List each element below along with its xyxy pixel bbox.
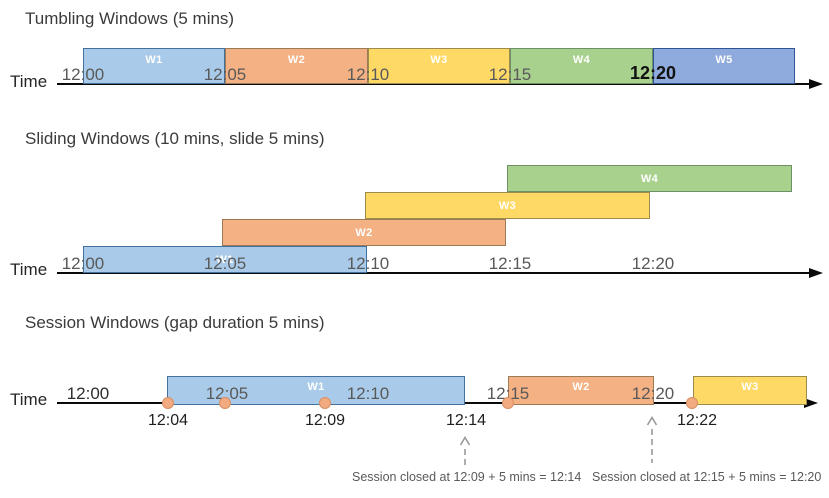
event-dot-12-05 xyxy=(219,397,231,409)
event-label-12-14: 12:14 xyxy=(445,412,487,429)
tick-12-10: 12:10 xyxy=(346,254,390,273)
tick-12-05: 12:05 xyxy=(203,254,247,273)
sliding-window-w4: W4 xyxy=(507,165,792,192)
tumbling-window-w2: W2 xyxy=(225,48,368,84)
tick-12-00: 12:00 xyxy=(61,254,105,273)
tick-12-05: 12:05 xyxy=(205,384,249,403)
session-closed-annotation-2: Session closed at 12:15 + 5 mins = 12:20 xyxy=(592,470,822,484)
tick-12-15: 12:15 xyxy=(488,254,532,273)
window-label: W4 xyxy=(572,54,591,66)
window-label: W2 xyxy=(287,54,306,66)
tumbling-window-w4: W4 xyxy=(510,48,653,84)
window-label: W2 xyxy=(355,226,373,239)
window-label: W2 xyxy=(572,381,590,393)
tick-12-20: 12:20 xyxy=(631,384,675,403)
tick-12-15: 12:15 xyxy=(486,384,530,403)
window-label: W4 xyxy=(640,172,659,185)
window-label: W5 xyxy=(715,54,733,66)
session-window-w1: W1 xyxy=(167,376,465,405)
window-label: W1 xyxy=(307,381,325,393)
section-title-tumbling: Tumbling Windows (5 mins) xyxy=(25,9,235,28)
tumbling-window-w5: W5 xyxy=(653,48,795,84)
tick-12-10: 12:10 xyxy=(346,384,390,403)
time-axis-label: Time xyxy=(10,390,48,409)
timeline-sliding xyxy=(57,272,810,274)
session-closed-annotation-1: Session closed at 12:09 + 5 mins = 12:14 xyxy=(352,470,582,484)
time-axis-label: Time xyxy=(10,260,48,279)
time-axis-label: Time xyxy=(10,72,48,91)
section-title-sliding: Sliding Windows (10 mins, slide 5 mins) xyxy=(25,129,325,148)
window-label: W3 xyxy=(430,54,448,66)
window-label: W3 xyxy=(498,199,517,212)
sliding-window-w1: W1 xyxy=(83,246,367,273)
tick-12-20: 12:20 xyxy=(629,63,677,83)
timeline-tumbling xyxy=(57,83,810,85)
event-label-12-04: 12:04 xyxy=(147,412,189,429)
tick-12-00: 12:00 xyxy=(61,65,105,84)
event-dot-12-09 xyxy=(319,397,331,409)
timeline-arrowhead-icon xyxy=(809,268,823,278)
dashed-up-arrow-icon xyxy=(646,415,658,468)
tick-12-15: 12:15 xyxy=(488,65,532,84)
tick-12-00: 12:00 xyxy=(66,384,110,403)
event-label-12-09: 12:09 xyxy=(304,412,346,429)
session-window-w3: W3 xyxy=(693,376,807,405)
window-label: W3 xyxy=(741,381,759,393)
dashed-up-arrow-icon xyxy=(459,435,471,473)
session-window-w2: W2 xyxy=(508,376,654,405)
window-label: W1 xyxy=(216,253,234,266)
section-title-session: Session Windows (gap duration 5 mins) xyxy=(25,313,325,332)
sliding-window-w3: W3 xyxy=(365,192,650,219)
tumbling-window-w3: W3 xyxy=(368,48,510,84)
sliding-window-w2: W2 xyxy=(222,219,506,246)
tick-12-20: 12:20 xyxy=(631,254,675,273)
event-dot-12-15 xyxy=(502,397,514,409)
event-label-12-22: 12:22 xyxy=(676,412,718,429)
timeline-arrowhead-icon xyxy=(809,79,823,89)
tumbling-window-w1: W1 xyxy=(83,48,225,84)
timeline-arrowhead-icon xyxy=(804,398,818,408)
event-dot-12-22 xyxy=(686,397,698,409)
event-dot-12-04 xyxy=(162,397,174,409)
window-label: W1 xyxy=(145,54,163,66)
tick-12-05: 12:05 xyxy=(203,65,247,84)
tick-12-10: 12:10 xyxy=(346,65,390,84)
